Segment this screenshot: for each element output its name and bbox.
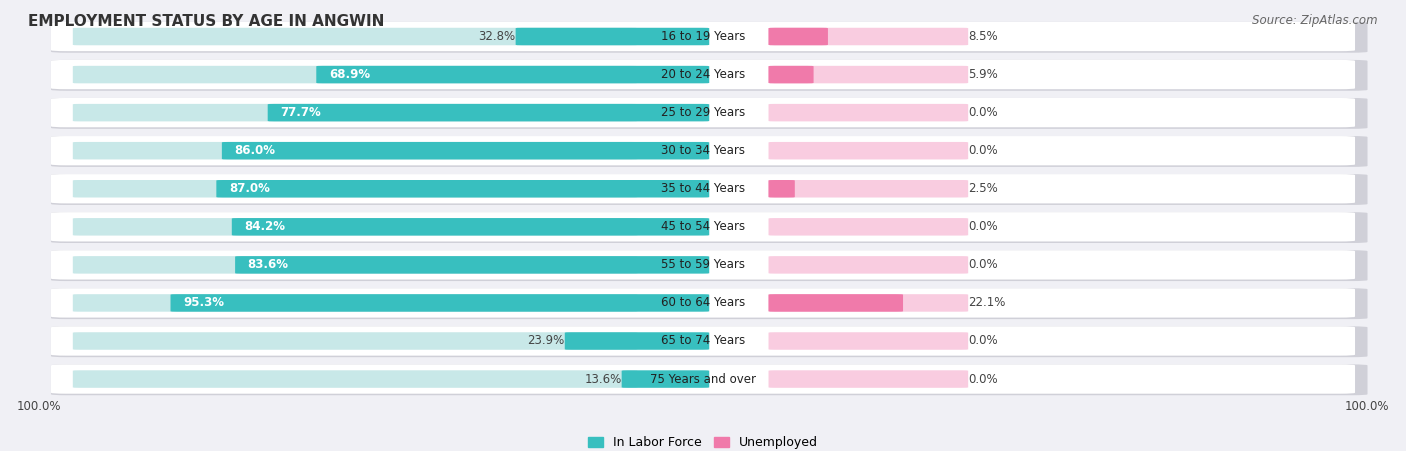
FancyBboxPatch shape bbox=[51, 288, 1355, 318]
FancyBboxPatch shape bbox=[769, 28, 969, 45]
FancyBboxPatch shape bbox=[621, 370, 709, 388]
FancyBboxPatch shape bbox=[51, 288, 1368, 319]
Text: Source: ZipAtlas.com: Source: ZipAtlas.com bbox=[1253, 14, 1378, 27]
Text: 45 to 54 Years: 45 to 54 Years bbox=[661, 221, 745, 233]
FancyBboxPatch shape bbox=[51, 22, 1355, 51]
FancyBboxPatch shape bbox=[769, 332, 969, 350]
FancyBboxPatch shape bbox=[73, 370, 637, 388]
FancyBboxPatch shape bbox=[73, 256, 637, 274]
Text: 83.6%: 83.6% bbox=[247, 258, 288, 272]
FancyBboxPatch shape bbox=[51, 174, 1355, 203]
Text: 0.0%: 0.0% bbox=[969, 335, 998, 348]
FancyBboxPatch shape bbox=[232, 218, 709, 235]
FancyBboxPatch shape bbox=[73, 218, 637, 235]
FancyBboxPatch shape bbox=[51, 60, 1368, 91]
FancyBboxPatch shape bbox=[769, 142, 969, 160]
FancyBboxPatch shape bbox=[51, 60, 1355, 89]
Text: 0.0%: 0.0% bbox=[969, 144, 998, 157]
Text: 5.9%: 5.9% bbox=[969, 68, 998, 81]
Text: 65 to 74 Years: 65 to 74 Years bbox=[661, 335, 745, 348]
Text: 87.0%: 87.0% bbox=[229, 182, 270, 195]
FancyBboxPatch shape bbox=[73, 104, 637, 121]
Text: 25 to 29 Years: 25 to 29 Years bbox=[661, 106, 745, 119]
Text: 86.0%: 86.0% bbox=[235, 144, 276, 157]
Text: 0.0%: 0.0% bbox=[969, 106, 998, 119]
FancyBboxPatch shape bbox=[73, 180, 637, 198]
FancyBboxPatch shape bbox=[769, 66, 814, 83]
FancyBboxPatch shape bbox=[51, 327, 1368, 357]
FancyBboxPatch shape bbox=[769, 256, 969, 274]
FancyBboxPatch shape bbox=[769, 66, 969, 83]
Text: 2.5%: 2.5% bbox=[969, 182, 998, 195]
FancyBboxPatch shape bbox=[51, 174, 1368, 205]
FancyBboxPatch shape bbox=[51, 98, 1355, 127]
FancyBboxPatch shape bbox=[51, 212, 1355, 241]
FancyBboxPatch shape bbox=[51, 98, 1368, 129]
Text: 0.0%: 0.0% bbox=[969, 221, 998, 233]
FancyBboxPatch shape bbox=[51, 136, 1368, 167]
Text: 100.0%: 100.0% bbox=[1346, 400, 1389, 413]
FancyBboxPatch shape bbox=[769, 104, 969, 121]
FancyBboxPatch shape bbox=[267, 104, 709, 121]
Text: 55 to 59 Years: 55 to 59 Years bbox=[661, 258, 745, 272]
Text: 75 Years and over: 75 Years and over bbox=[650, 373, 756, 386]
FancyBboxPatch shape bbox=[516, 28, 709, 45]
FancyBboxPatch shape bbox=[565, 332, 709, 350]
FancyBboxPatch shape bbox=[769, 218, 969, 235]
FancyBboxPatch shape bbox=[217, 180, 709, 198]
Text: 84.2%: 84.2% bbox=[245, 221, 285, 233]
FancyBboxPatch shape bbox=[51, 327, 1355, 356]
Text: EMPLOYMENT STATUS BY AGE IN ANGWIN: EMPLOYMENT STATUS BY AGE IN ANGWIN bbox=[28, 14, 384, 28]
Text: 30 to 34 Years: 30 to 34 Years bbox=[661, 144, 745, 157]
Text: 16 to 19 Years: 16 to 19 Years bbox=[661, 30, 745, 43]
Text: 35 to 44 Years: 35 to 44 Years bbox=[661, 182, 745, 195]
FancyBboxPatch shape bbox=[73, 66, 637, 83]
FancyBboxPatch shape bbox=[51, 364, 1368, 395]
FancyBboxPatch shape bbox=[222, 142, 709, 160]
FancyBboxPatch shape bbox=[73, 332, 637, 350]
Text: 68.9%: 68.9% bbox=[329, 68, 370, 81]
FancyBboxPatch shape bbox=[769, 370, 969, 388]
Text: 32.8%: 32.8% bbox=[478, 30, 516, 43]
FancyBboxPatch shape bbox=[73, 142, 637, 160]
FancyBboxPatch shape bbox=[51, 250, 1355, 280]
FancyBboxPatch shape bbox=[51, 22, 1368, 53]
FancyBboxPatch shape bbox=[51, 136, 1355, 166]
Legend: In Labor Force, Unemployed: In Labor Force, Unemployed bbox=[583, 431, 823, 451]
FancyBboxPatch shape bbox=[769, 294, 969, 312]
Text: 0.0%: 0.0% bbox=[969, 258, 998, 272]
FancyBboxPatch shape bbox=[235, 256, 709, 274]
Text: 20 to 24 Years: 20 to 24 Years bbox=[661, 68, 745, 81]
FancyBboxPatch shape bbox=[51, 212, 1368, 243]
Text: 23.9%: 23.9% bbox=[527, 335, 565, 348]
Text: 100.0%: 100.0% bbox=[17, 400, 60, 413]
Text: 60 to 64 Years: 60 to 64 Years bbox=[661, 296, 745, 309]
Text: 8.5%: 8.5% bbox=[969, 30, 998, 43]
FancyBboxPatch shape bbox=[769, 180, 794, 198]
Text: 13.6%: 13.6% bbox=[585, 373, 621, 386]
Text: 95.3%: 95.3% bbox=[183, 296, 224, 309]
FancyBboxPatch shape bbox=[170, 294, 709, 312]
FancyBboxPatch shape bbox=[51, 250, 1368, 281]
FancyBboxPatch shape bbox=[769, 28, 828, 45]
FancyBboxPatch shape bbox=[51, 364, 1355, 394]
FancyBboxPatch shape bbox=[769, 294, 903, 312]
FancyBboxPatch shape bbox=[316, 66, 709, 83]
FancyBboxPatch shape bbox=[73, 28, 637, 45]
FancyBboxPatch shape bbox=[73, 294, 637, 312]
FancyBboxPatch shape bbox=[769, 180, 969, 198]
Text: 0.0%: 0.0% bbox=[969, 373, 998, 386]
Text: 22.1%: 22.1% bbox=[969, 296, 1005, 309]
Text: 77.7%: 77.7% bbox=[280, 106, 321, 119]
